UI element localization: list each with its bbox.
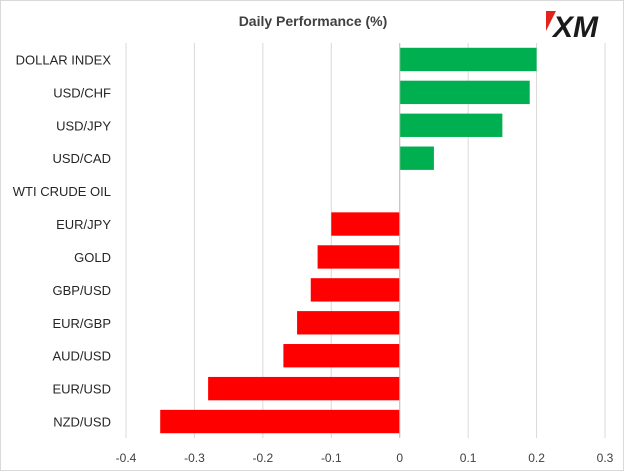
- xm-logo: XM: [546, 11, 599, 44]
- category-label: DOLLAR INDEX: [16, 52, 112, 67]
- x-tick-label: 0.1: [460, 451, 477, 465]
- bar: [399, 146, 434, 170]
- bar: [399, 47, 537, 72]
- category-label: WTI CRUDE OIL: [13, 184, 111, 199]
- x-axis-ticks: -0.4 -0.3 -0.2 -0.1 0 0.1 0.2 0.3: [116, 451, 614, 465]
- category-label: EUR/GBP: [52, 316, 111, 331]
- category-label: NZD/USD: [53, 415, 111, 430]
- category-label: EUR/JPY: [56, 217, 111, 232]
- x-tick-label: -0.2: [253, 451, 274, 465]
- bar: [317, 245, 400, 269]
- bar: [399, 113, 503, 137]
- bar: [208, 376, 400, 401]
- category-label: GOLD: [74, 250, 111, 265]
- x-tick-label: -0.3: [184, 451, 205, 465]
- x-tick-label: -0.1: [321, 451, 342, 465]
- bar: [160, 409, 400, 434]
- bar: [399, 80, 530, 105]
- category-label: EUR/USD: [52, 382, 111, 397]
- x-tick-label: 0: [396, 451, 403, 465]
- x-tick-label: -0.4: [116, 451, 137, 465]
- chart-title: Daily Performance (%): [239, 13, 388, 29]
- bar: [331, 212, 400, 236]
- category-labels: DOLLAR INDEX USD/CHF USD/JPY USD/CAD WTI CRU…: [13, 52, 112, 429]
- category-label: AUD/USD: [52, 349, 111, 364]
- category-label: GBP/USD: [52, 283, 111, 298]
- bar: [297, 311, 400, 335]
- bar: [310, 278, 400, 302]
- x-tick-label: 0.3: [597, 451, 614, 465]
- category-label: USD/CAD: [52, 151, 111, 166]
- category-label: USD/JPY: [56, 118, 111, 133]
- logo-text: XM: [551, 11, 599, 44]
- category-label: USD/CHF: [53, 85, 111, 100]
- bars: [160, 47, 537, 434]
- x-tick-label: 0.2: [528, 451, 545, 465]
- logo-accent: [546, 11, 556, 31]
- bar: [283, 344, 400, 368]
